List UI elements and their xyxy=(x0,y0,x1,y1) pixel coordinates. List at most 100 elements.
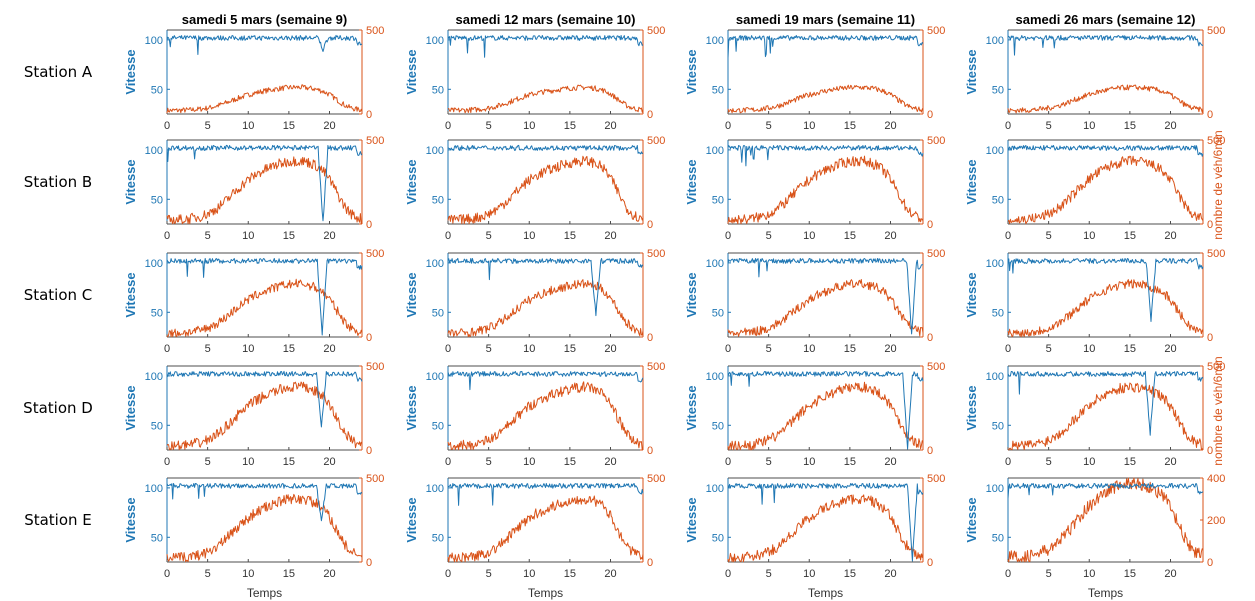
subplot: 0 5 10 15 20 50 100 0 500 Vitesse xyxy=(964,25,1225,132)
right-axis-label: nombre de véh/6min xyxy=(1211,356,1225,465)
x-tick-label: 20 xyxy=(604,568,616,580)
row-label: Station D xyxy=(23,399,93,417)
x-tick-label: 10 xyxy=(803,120,815,132)
x-tick-label: 5 xyxy=(766,120,772,132)
y-left-tick-label: 100 xyxy=(145,258,163,270)
x-tick-label: 10 xyxy=(803,343,815,355)
y-left-tick-label: 100 xyxy=(145,145,163,157)
x-tick-label: 0 xyxy=(1005,343,1011,355)
y-left-tick-label: 50 xyxy=(432,84,444,96)
x-tick-label: 15 xyxy=(283,568,295,580)
x-tick-label: 15 xyxy=(564,456,576,468)
y-right-tick-label: 0 xyxy=(927,445,933,457)
y-left-axis-label: Vitesse xyxy=(964,272,979,317)
series-line-flow xyxy=(727,155,924,225)
y-left-tick-label: 50 xyxy=(992,84,1004,96)
subplot: 0 5 10 15 20 50 100 0 500 Vitesse xyxy=(404,135,665,242)
y-left-tick-label: 50 xyxy=(712,84,724,96)
y-left-tick-label: 100 xyxy=(986,35,1004,47)
series-line-flow xyxy=(166,493,363,563)
y-left-axis-label: Vitesse xyxy=(123,272,138,317)
series-line-flow xyxy=(447,279,644,338)
y-left-tick-label: 100 xyxy=(145,35,163,47)
x-tick-label: 20 xyxy=(323,568,335,580)
y-left-tick-label: 100 xyxy=(986,483,1004,495)
subplot: 0 5 10 15 20 50 100 0 500 Vitesse xyxy=(684,25,945,132)
right-axis-label: nombre de véh/6min xyxy=(1211,130,1225,239)
y-right-tick-label: 500 xyxy=(927,248,945,260)
x-tick-label: 10 xyxy=(1083,120,1095,132)
x-tick-label: 0 xyxy=(725,120,731,132)
series-line-flow xyxy=(1007,155,1204,225)
subplot: 0 5 10 15 20 50 100 0 500 Vitesse xyxy=(964,248,1225,355)
x-tick-label: 15 xyxy=(844,120,856,132)
x-axis-label: Temps xyxy=(1088,586,1123,600)
column-title: samedi 5 mars (semaine 9) xyxy=(182,12,347,27)
y-left-axis-label: Vitesse xyxy=(684,497,699,542)
y-right-tick-label: 500 xyxy=(366,473,384,485)
y-left-tick-label: 50 xyxy=(151,84,163,96)
x-tick-label: 10 xyxy=(803,230,815,242)
subplot: 0 5 10 15 20 50 100 0 500 Vitesse xyxy=(404,361,665,468)
y-right-tick-label: 0 xyxy=(1207,332,1213,344)
y-right-tick-label: 500 xyxy=(1207,135,1225,147)
y-left-axis-label: Vitesse xyxy=(964,49,979,94)
y-right-tick-label: 500 xyxy=(927,473,945,485)
y-left-axis-label: Vitesse xyxy=(964,497,979,542)
series-line-speed xyxy=(1007,258,1204,322)
x-tick-label: 20 xyxy=(604,343,616,355)
x-axis-label: Temps xyxy=(808,586,843,600)
series-line-speed xyxy=(1007,482,1204,499)
x-tick-label: 10 xyxy=(242,120,254,132)
series-line-speed xyxy=(727,482,924,562)
x-tick-label: 20 xyxy=(1164,120,1176,132)
x-tick-label: 20 xyxy=(884,120,896,132)
y-right-tick-label: 500 xyxy=(647,473,665,485)
y-left-tick-label: 50 xyxy=(712,194,724,206)
y-right-tick-label: 0 xyxy=(366,109,372,121)
y-right-tick-label: 500 xyxy=(927,135,945,147)
x-tick-label: 10 xyxy=(803,568,815,580)
y-right-tick-label: 500 xyxy=(366,135,384,147)
y-left-tick-label: 50 xyxy=(432,532,444,544)
series-line-flow xyxy=(1007,279,1204,338)
y-right-tick-label: 500 xyxy=(927,25,945,37)
x-tick-label: 10 xyxy=(523,230,535,242)
x-tick-label: 15 xyxy=(1124,343,1136,355)
series-line-flow xyxy=(447,84,644,114)
y-right-tick-label: 500 xyxy=(1207,361,1225,373)
x-tick-label: 20 xyxy=(884,230,896,242)
x-tick-label: 10 xyxy=(523,456,535,468)
y-left-tick-label: 50 xyxy=(992,307,1004,319)
x-tick-label: 0 xyxy=(725,343,731,355)
y-right-tick-label: 0 xyxy=(647,219,653,231)
y-left-tick-label: 100 xyxy=(426,371,444,383)
y-left-tick-label: 100 xyxy=(706,258,724,270)
y-left-tick-label: 100 xyxy=(426,258,444,270)
row-label: Station C xyxy=(24,286,93,304)
series-line-flow xyxy=(727,494,924,563)
series-line-flow xyxy=(447,381,644,451)
y-left-axis-label: Vitesse xyxy=(404,272,419,317)
series-line-speed xyxy=(727,371,924,450)
series-line-flow xyxy=(166,156,363,225)
x-tick-label: 20 xyxy=(604,456,616,468)
x-tick-label: 0 xyxy=(164,230,170,242)
x-tick-label: 0 xyxy=(1005,230,1011,242)
x-tick-label: 5 xyxy=(766,230,772,242)
y-right-tick-label: 500 xyxy=(647,248,665,260)
x-tick-label: 5 xyxy=(766,456,772,468)
y-right-tick-label: 500 xyxy=(366,248,384,260)
y-left-tick-label: 100 xyxy=(145,371,163,383)
y-left-tick-label: 100 xyxy=(145,483,163,495)
series-line-flow xyxy=(727,279,924,337)
y-left-tick-label: 100 xyxy=(986,371,1004,383)
y-right-tick-label: 0 xyxy=(366,332,372,344)
x-tick-label: 20 xyxy=(1164,343,1176,355)
x-tick-label: 0 xyxy=(164,120,170,132)
y-left-tick-label: 100 xyxy=(706,145,724,157)
series-line-speed xyxy=(447,35,643,58)
y-left-axis-label: Vitesse xyxy=(404,49,419,94)
series-line-speed xyxy=(727,35,924,59)
